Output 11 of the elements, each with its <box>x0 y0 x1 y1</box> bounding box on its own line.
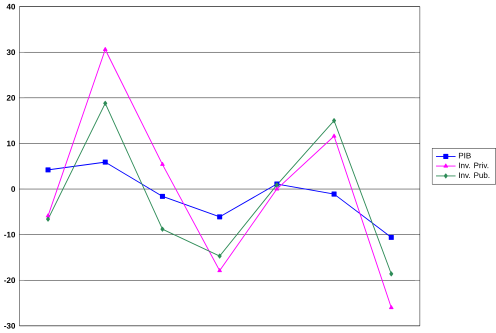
legend-label: Inv. Pub. <box>459 172 490 178</box>
y-tick-label: -30 <box>4 323 16 329</box>
y-tick-label: 40 <box>6 4 16 10</box>
y-tick-label: 30 <box>6 50 16 56</box>
legend-label: Inv. Priv. <box>459 162 488 168</box>
legend-label: PIB <box>458 153 471 159</box>
y-tick-label: 0 <box>11 186 16 192</box>
y-tick-label: -20 <box>4 278 16 284</box>
y-tick-label: 20 <box>6 95 16 101</box>
y-tick-label: 10 <box>6 140 16 147</box>
y-tick-label: -10 <box>4 232 16 238</box>
